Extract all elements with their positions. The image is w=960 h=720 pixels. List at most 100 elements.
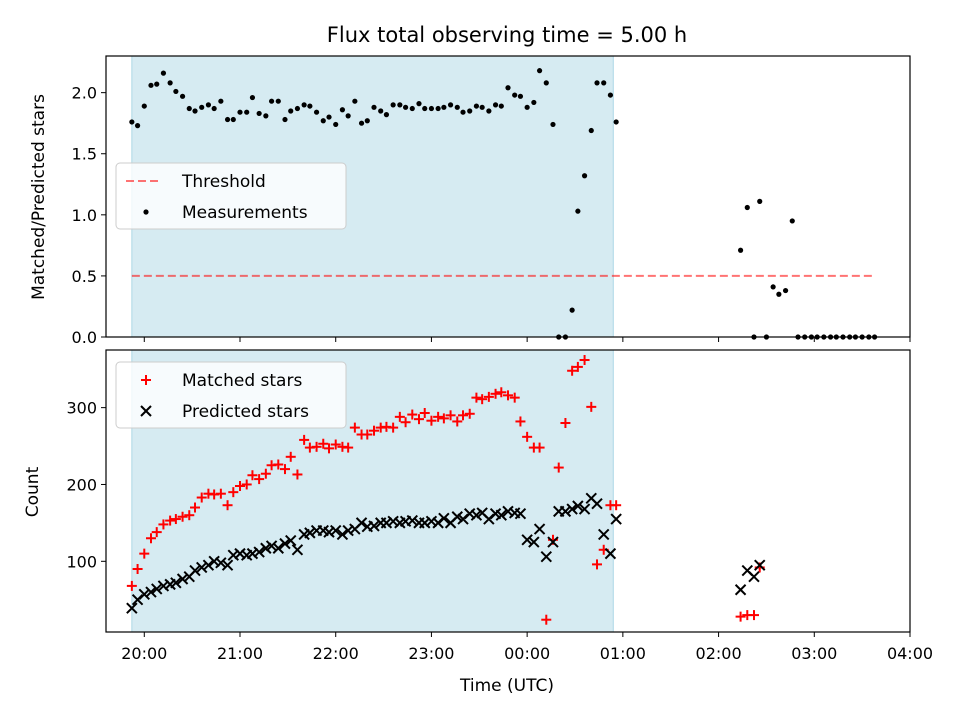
matched-star-point — [260, 468, 271, 479]
measurement-point — [339, 107, 346, 113]
matched-star-point — [735, 611, 746, 622]
measurement-point — [402, 104, 409, 110]
measurement-point — [358, 120, 365, 126]
x-tick-label: 21:00 — [217, 644, 263, 663]
predicted-star-point — [138, 588, 150, 601]
legend-box — [115, 162, 347, 230]
predicted-star-point — [419, 517, 431, 529]
measurement-point — [789, 218, 795, 224]
matched-star-point — [369, 425, 379, 436]
measurement-point — [776, 291, 782, 297]
matched-star-point — [464, 408, 475, 419]
bottom-panel: 100 200 300 20:00 21:00 22:00 23:00 00:00 01:00 0… — [66, 349, 933, 663]
measurement-point — [179, 93, 186, 99]
matched-star-point — [452, 416, 463, 427]
predicted-star-point — [145, 586, 157, 598]
matched-star-point — [445, 410, 456, 421]
matched-star-point — [362, 429, 373, 440]
predicted-star-point — [323, 526, 335, 538]
predicted-star-point — [126, 602, 138, 614]
matched-star-point — [471, 392, 482, 403]
matched-star-point — [388, 422, 399, 433]
matched-star-point — [490, 388, 501, 399]
matched-star-point — [567, 365, 578, 376]
x-tick-label: 00:00 — [504, 644, 550, 663]
measurement-point — [409, 105, 415, 112]
measurement-point — [307, 103, 313, 109]
measurement-point — [467, 108, 473, 114]
measurement-point — [550, 121, 556, 128]
matched-star-point — [433, 411, 444, 422]
predicted-star-point — [355, 517, 368, 529]
predicted-star-point — [234, 547, 246, 560]
matched-star-point — [400, 417, 411, 428]
measurement-point — [782, 287, 789, 294]
predicted-star-point — [304, 527, 316, 539]
matched-star-point — [292, 469, 303, 480]
predicted-star-point — [604, 547, 617, 560]
legend-label: Predicted stars — [182, 402, 309, 422]
measurement-point — [268, 98, 275, 104]
predicted-star-point — [514, 507, 527, 520]
matched-star-point — [241, 479, 252, 490]
matched-star-point — [611, 500, 622, 511]
measurement-point — [141, 103, 147, 109]
x-tick-label: 01:00 — [600, 644, 646, 663]
measurement-point — [224, 116, 231, 123]
predicted-star-point — [540, 550, 552, 563]
measurement-point — [383, 112, 390, 118]
matched-star-point — [748, 610, 759, 621]
measurement-point — [173, 88, 179, 95]
predicted-star-point — [610, 513, 622, 525]
predicted-star-point — [336, 528, 349, 541]
measurement-point — [301, 102, 307, 108]
measurement-point — [517, 93, 524, 99]
legend-matched-swatch — [141, 375, 151, 385]
predicted-star-point — [591, 497, 603, 510]
matched-star-point — [579, 354, 590, 365]
predicted-star-point — [502, 505, 514, 518]
y-tick-label: 100 — [66, 552, 97, 571]
matched-star-point — [318, 438, 329, 449]
legend: Threshold Measurements — [115, 162, 347, 230]
matched-star-point — [560, 417, 571, 428]
measurement-point — [757, 198, 763, 204]
measurement-point — [588, 127, 594, 134]
matched-star-point — [215, 488, 226, 499]
predicted-star-point — [572, 500, 584, 512]
measurement-point — [352, 98, 358, 104]
matched-star-point — [330, 439, 341, 450]
matched-star-point — [190, 502, 201, 513]
predicted-star-point — [285, 534, 297, 547]
measurement-point — [505, 85, 511, 91]
matched-star-point — [299, 434, 310, 445]
measurement-point — [498, 103, 504, 109]
measurement-point — [345, 113, 351, 119]
measurement-point — [160, 70, 167, 76]
y-tick-label: 300 — [66, 399, 97, 418]
predicted-star-point — [157, 580, 170, 592]
matched-star-point — [394, 411, 405, 422]
measurement-point — [148, 82, 154, 88]
measurement-point — [581, 173, 588, 179]
measurement-point — [256, 110, 262, 117]
predicted-star-point — [528, 536, 540, 548]
matched-star-point — [438, 413, 449, 424]
matched-star-point — [196, 492, 207, 503]
measurement-point — [447, 102, 454, 108]
predicted-star-point — [533, 523, 546, 535]
predicted-star-point — [227, 549, 240, 561]
matched-star-point — [413, 414, 424, 425]
measurement-point — [575, 208, 581, 214]
predicted-star-point — [734, 584, 747, 596]
matched-star-point — [572, 361, 583, 372]
measurement-point — [543, 80, 549, 86]
measurement-point — [199, 104, 205, 110]
measurement-point — [460, 109, 466, 115]
measurement-point — [205, 102, 212, 108]
legend: Matched stars Predicted stars — [115, 361, 347, 429]
axes-frame — [105, 55, 911, 338]
measurement-point — [320, 118, 326, 124]
measurement-point — [524, 104, 530, 110]
matched-star-point — [247, 470, 258, 481]
